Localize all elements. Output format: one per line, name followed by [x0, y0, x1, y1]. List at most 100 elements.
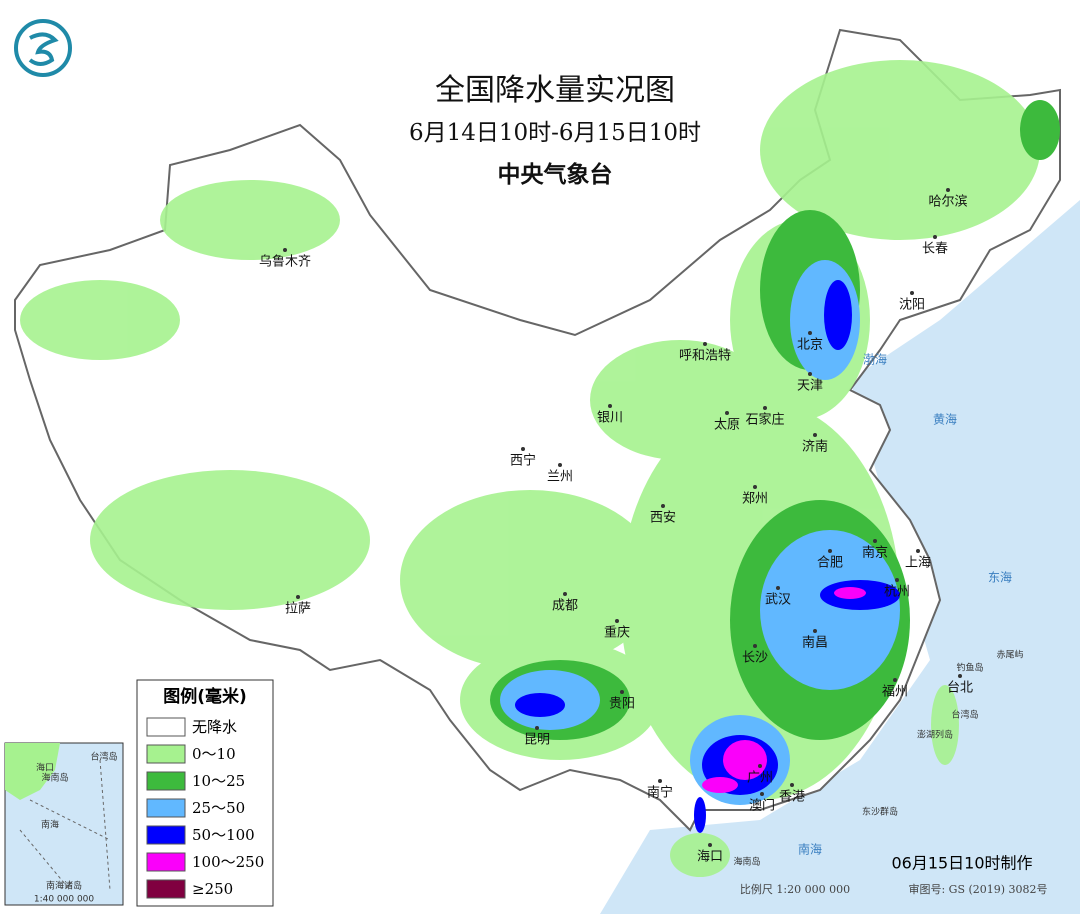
sea-label: 台湾岛: [951, 709, 978, 721]
city-label: 兰州: [547, 470, 573, 485]
city-dot: [958, 674, 962, 678]
city-label: 昆明: [524, 733, 550, 748]
inset: [4, 742, 124, 906]
city-label: 成都: [552, 599, 578, 614]
footer-made: 06月15日10时制作: [891, 854, 1032, 873]
legend-title: 图例(毫米): [163, 686, 247, 707]
city-label: 澳门: [749, 798, 775, 814]
city-label: 香港: [779, 790, 805, 805]
sea-label: 海南岛: [733, 856, 760, 868]
city-dot: [615, 619, 619, 623]
city-label: 广州: [747, 771, 773, 786]
city-label: 郑州: [742, 492, 768, 507]
city-dot: [758, 764, 762, 768]
city-dot: [283, 248, 287, 252]
legend-label: 100～250: [192, 853, 264, 871]
city-label: 海口: [697, 850, 723, 865]
city-label: 南宁: [647, 785, 673, 801]
logo: [14, 19, 72, 77]
city-label: 哈尔滨: [928, 194, 967, 210]
sea-label: 黄海: [933, 412, 957, 427]
city-label: 贵阳: [609, 697, 635, 712]
city-dot: [873, 539, 877, 543]
sea-label: 南海: [798, 842, 822, 857]
footer-review: 审图号: GS (2019) 3082号: [908, 882, 1047, 896]
legend-swatch: [146, 798, 186, 818]
city-label: 上海: [905, 556, 931, 571]
sea-label: 钓鱼岛: [956, 662, 983, 674]
city-label: 北京: [797, 338, 823, 353]
city-dot: [535, 726, 539, 730]
legend-label: 50～100: [192, 826, 255, 844]
city-dot: [776, 586, 780, 590]
city-label: 重庆: [604, 625, 630, 641]
city-dot: [563, 592, 567, 596]
city-dot: [753, 644, 757, 648]
city-label: 石家庄: [745, 412, 784, 428]
city-label: 拉萨: [285, 602, 311, 617]
city-label: 天津: [797, 379, 823, 394]
city-label: 西宁: [510, 453, 536, 469]
rain-100-250: [702, 587, 866, 793]
sea-label: 东沙群岛: [862, 806, 898, 818]
city-label: 西安: [650, 511, 676, 526]
city-label: 武汉: [765, 593, 791, 608]
legend-swatch: [146, 852, 186, 872]
city-dot: [808, 372, 812, 376]
city-label: 杭州: [884, 585, 910, 600]
city-label: 南京: [862, 545, 888, 561]
city-dot: [813, 629, 817, 633]
legend-label: ≥250: [192, 880, 233, 898]
inset-label: 海口: [36, 762, 54, 774]
city-label: 银川: [597, 411, 623, 426]
city-dot: [725, 411, 729, 415]
legend-swatch: [146, 717, 186, 737]
city-label: 南昌: [802, 635, 828, 651]
sea-label: 澎湖列岛: [917, 729, 953, 741]
inset-title: 南海诸岛: [46, 880, 82, 892]
sea-label: 渤海: [863, 352, 887, 367]
city-dot: [933, 235, 937, 239]
city-dot: [608, 404, 612, 408]
city-label: 沈阳: [899, 298, 925, 313]
city-dot: [813, 433, 817, 437]
sea: [600, 200, 1080, 914]
legend-label: 无降水: [192, 718, 237, 736]
city-label: 太原: [714, 418, 740, 433]
legend-swatch: [146, 879, 186, 899]
city-label: 福州: [882, 685, 908, 700]
legend-swatch: [146, 744, 186, 764]
legend-items: 无降水 0～10 10～25 25～50 50～100 100～250 ≥250: [146, 717, 264, 899]
city-dot: [910, 291, 914, 295]
subtitle: 6月14日10时-6月15日10时: [409, 120, 701, 146]
city-dot: [521, 447, 525, 451]
city-dot: [661, 504, 665, 508]
legend-label: 25～50: [192, 799, 245, 817]
city-dot: [558, 463, 562, 467]
city-dot: [893, 678, 897, 682]
legend-box: [136, 679, 274, 907]
city-dot: [808, 331, 812, 335]
agency: 中央气象台: [498, 161, 613, 188]
footer-scale: 比例尺 1:20 000 000: [740, 882, 850, 896]
inset-land: [5, 743, 60, 800]
city-label: 长春: [922, 242, 948, 257]
city-dot: [753, 485, 757, 489]
city-dot: [895, 578, 899, 582]
title: 全国降水量实况图: [435, 73, 675, 108]
inset-label: 南海: [41, 819, 59, 831]
city-label: 长沙: [742, 651, 768, 666]
legend: 图例(毫米) 无降水 0～10 10～25 25～50 50～100 100～250 ≥25…: [136, 679, 274, 907]
city-dot: [828, 549, 832, 553]
sea-label: 东海: [988, 570, 1012, 585]
sea-label: 赤尾屿: [996, 650, 1023, 661]
city-dot: [916, 549, 920, 553]
city-dot: [620, 690, 624, 694]
city-label: 呼和浩特: [679, 349, 731, 364]
inset-label: 海南岛: [41, 772, 68, 784]
city-dot: [658, 779, 662, 783]
inset-label: 台湾岛: [90, 751, 117, 763]
city-dot: [760, 792, 764, 796]
